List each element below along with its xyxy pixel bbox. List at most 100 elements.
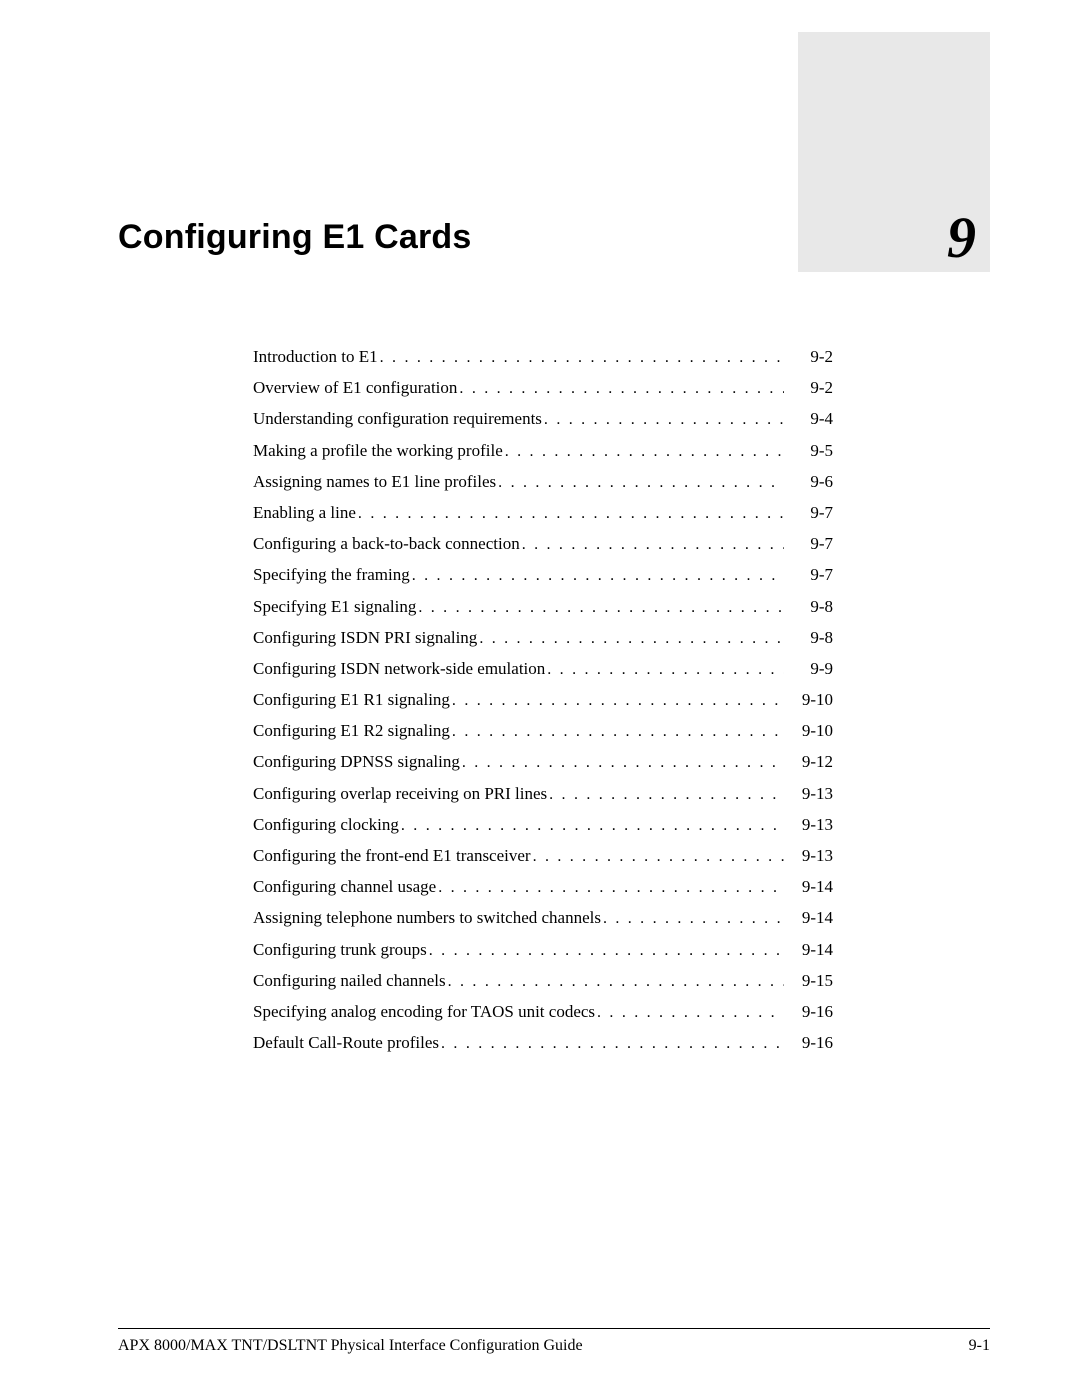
toc-entry-title: Introduction to E1 xyxy=(253,348,378,365)
toc-leader-dots xyxy=(452,724,784,740)
toc-entry-title: Specifying E1 signaling xyxy=(253,598,416,615)
toc-entry-title: Assigning telephone numbers to switched … xyxy=(253,909,601,926)
toc-entry-title: Making a profile the working profile xyxy=(253,442,503,459)
toc-row: Configuring ISDN PRI signaling 9-8 xyxy=(253,629,833,647)
toc-entry-title: Configuring DPNSS signaling xyxy=(253,753,460,770)
toc-leader-dots xyxy=(380,350,784,366)
toc-leader-dots xyxy=(418,600,784,616)
toc-entry-page: 9-7 xyxy=(785,566,833,583)
toc-row: Specifying analog encoding for TAOS unit… xyxy=(253,1003,833,1021)
toc-leader-dots xyxy=(549,787,784,803)
toc-entry-page: 9-9 xyxy=(785,660,833,677)
toc-leader-dots xyxy=(479,631,784,647)
toc-leader-dots xyxy=(522,537,784,553)
toc-entry-page: 9-7 xyxy=(785,535,833,552)
toc-entry-title: Configuring channel usage xyxy=(253,878,436,895)
toc-entry-page: 9-14 xyxy=(785,909,833,926)
toc-row: Specifying E1 signaling 9-8 xyxy=(253,598,833,616)
toc-row: Making a profile the working profile 9-5 xyxy=(253,442,833,460)
toc-row: Configuring channel usage 9-14 xyxy=(253,878,833,896)
toc-entry-title: Configuring a back-to-back connection xyxy=(253,535,520,552)
toc-entry-title: Configuring clocking xyxy=(253,816,399,833)
toc-leader-dots xyxy=(459,381,784,397)
toc-entry-title: Configuring E1 R2 signaling xyxy=(253,722,450,739)
toc-entry-page: 9-2 xyxy=(785,348,833,365)
footer-left-text: APX 8000/MAX TNT/DSLTNT Physical Interfa… xyxy=(118,1337,583,1355)
toc-row: Default Call-Route profiles 9-16 xyxy=(253,1034,833,1052)
toc-entry-page: 9-6 xyxy=(785,473,833,490)
toc-entry-page: 9-2 xyxy=(785,379,833,396)
toc-row: Configuring overlap receiving on PRI lin… xyxy=(253,785,833,803)
toc-row: Configuring nailed channels 9-15 xyxy=(253,972,833,990)
footer-rule xyxy=(118,1328,990,1329)
toc-entry-page: 9-13 xyxy=(785,847,833,864)
toc-entry-page: 9-10 xyxy=(785,691,833,708)
toc-leader-dots xyxy=(603,911,784,927)
toc-leader-dots xyxy=(547,662,784,678)
toc-entry-page: 9-10 xyxy=(785,722,833,739)
chapter-number: 9 xyxy=(947,204,976,271)
toc-leader-dots xyxy=(412,568,784,584)
toc-entry-page: 9-5 xyxy=(785,442,833,459)
toc-entry-page: 9-8 xyxy=(785,629,833,646)
toc-row: Configuring ISDN network-side emulation … xyxy=(253,660,833,678)
toc-entry-title: Configuring nailed channels xyxy=(253,972,446,989)
toc-entry-page: 9-12 xyxy=(785,753,833,770)
toc-leader-dots xyxy=(441,1036,784,1052)
chapter-title: Configuring E1 Cards xyxy=(118,218,471,257)
toc-entry-page: 9-14 xyxy=(785,941,833,958)
toc-row: Configuring clocking 9-13 xyxy=(253,816,833,834)
toc-entry-title: Specifying the framing xyxy=(253,566,410,583)
toc-row: Configuring DPNSS signaling 9-12 xyxy=(253,753,833,771)
toc-row: Introduction to E1 9-2 xyxy=(253,348,833,366)
toc-entry-title: Configuring ISDN network-side emulation xyxy=(253,660,545,677)
toc-leader-dots xyxy=(462,755,784,771)
toc-entry-page: 9-16 xyxy=(785,1034,833,1051)
document-page: Configuring E1 Cards 9 Introduction to E… xyxy=(0,0,1080,1397)
toc-entry-page: 9-13 xyxy=(785,785,833,802)
toc-row: Configuring a back-to-back connection 9-… xyxy=(253,535,833,553)
footer-page-number: 9-1 xyxy=(969,1337,990,1355)
toc-leader-dots xyxy=(597,1005,784,1021)
toc-entry-page: 9-4 xyxy=(785,410,833,427)
toc-row: Enabling a line 9-7 xyxy=(253,504,833,522)
toc-leader-dots xyxy=(448,974,784,990)
toc-entry-title: Specifying analog encoding for TAOS unit… xyxy=(253,1003,595,1020)
toc-leader-dots xyxy=(358,506,784,522)
toc-leader-dots xyxy=(438,880,784,896)
toc-row: Assigning names to E1 line profiles 9-6 xyxy=(253,473,833,491)
toc-leader-dots xyxy=(452,693,784,709)
toc-row: Configuring E1 R2 signaling 9-10 xyxy=(253,722,833,740)
toc-leader-dots xyxy=(544,412,784,428)
toc-entry-page: 9-7 xyxy=(785,504,833,521)
toc-row: Configuring trunk groups 9-14 xyxy=(253,941,833,959)
toc-row: Specifying the framing 9-7 xyxy=(253,566,833,584)
table-of-contents: Introduction to E1 9-2Overview of E1 con… xyxy=(253,348,833,1065)
toc-entry-title: Configuring the front-end E1 transceiver xyxy=(253,847,531,864)
toc-row: Configuring E1 R1 signaling 9-10 xyxy=(253,691,833,709)
toc-entry-title: Assigning names to E1 line profiles xyxy=(253,473,496,490)
toc-entry-title: Configuring overlap receiving on PRI lin… xyxy=(253,785,547,802)
toc-entry-page: 9-8 xyxy=(785,598,833,615)
toc-leader-dots xyxy=(533,849,784,865)
toc-entry-title: Default Call-Route profiles xyxy=(253,1034,439,1051)
toc-leader-dots xyxy=(505,444,784,460)
toc-entry-title: Configuring E1 R1 signaling xyxy=(253,691,450,708)
page-footer: APX 8000/MAX TNT/DSLTNT Physical Interfa… xyxy=(118,1337,990,1355)
toc-row: Overview of E1 configuration 9-2 xyxy=(253,379,833,397)
toc-entry-page: 9-15 xyxy=(785,972,833,989)
toc-row: Understanding configuration requirements… xyxy=(253,410,833,428)
toc-entry-title: Configuring ISDN PRI signaling xyxy=(253,629,477,646)
toc-entry-title: Overview of E1 configuration xyxy=(253,379,457,396)
toc-leader-dots xyxy=(498,475,784,491)
toc-row: Assigning telephone numbers to switched … xyxy=(253,909,833,927)
toc-entry-title: Enabling a line xyxy=(253,504,356,521)
toc-leader-dots xyxy=(429,943,784,959)
toc-entry-title: Understanding configuration requirements xyxy=(253,410,542,427)
toc-row: Configuring the front-end E1 transceiver… xyxy=(253,847,833,865)
toc-entry-page: 9-16 xyxy=(785,1003,833,1020)
toc-entry-title: Configuring trunk groups xyxy=(253,941,427,958)
toc-leader-dots xyxy=(401,818,784,834)
toc-entry-page: 9-14 xyxy=(785,878,833,895)
toc-entry-page: 9-13 xyxy=(785,816,833,833)
